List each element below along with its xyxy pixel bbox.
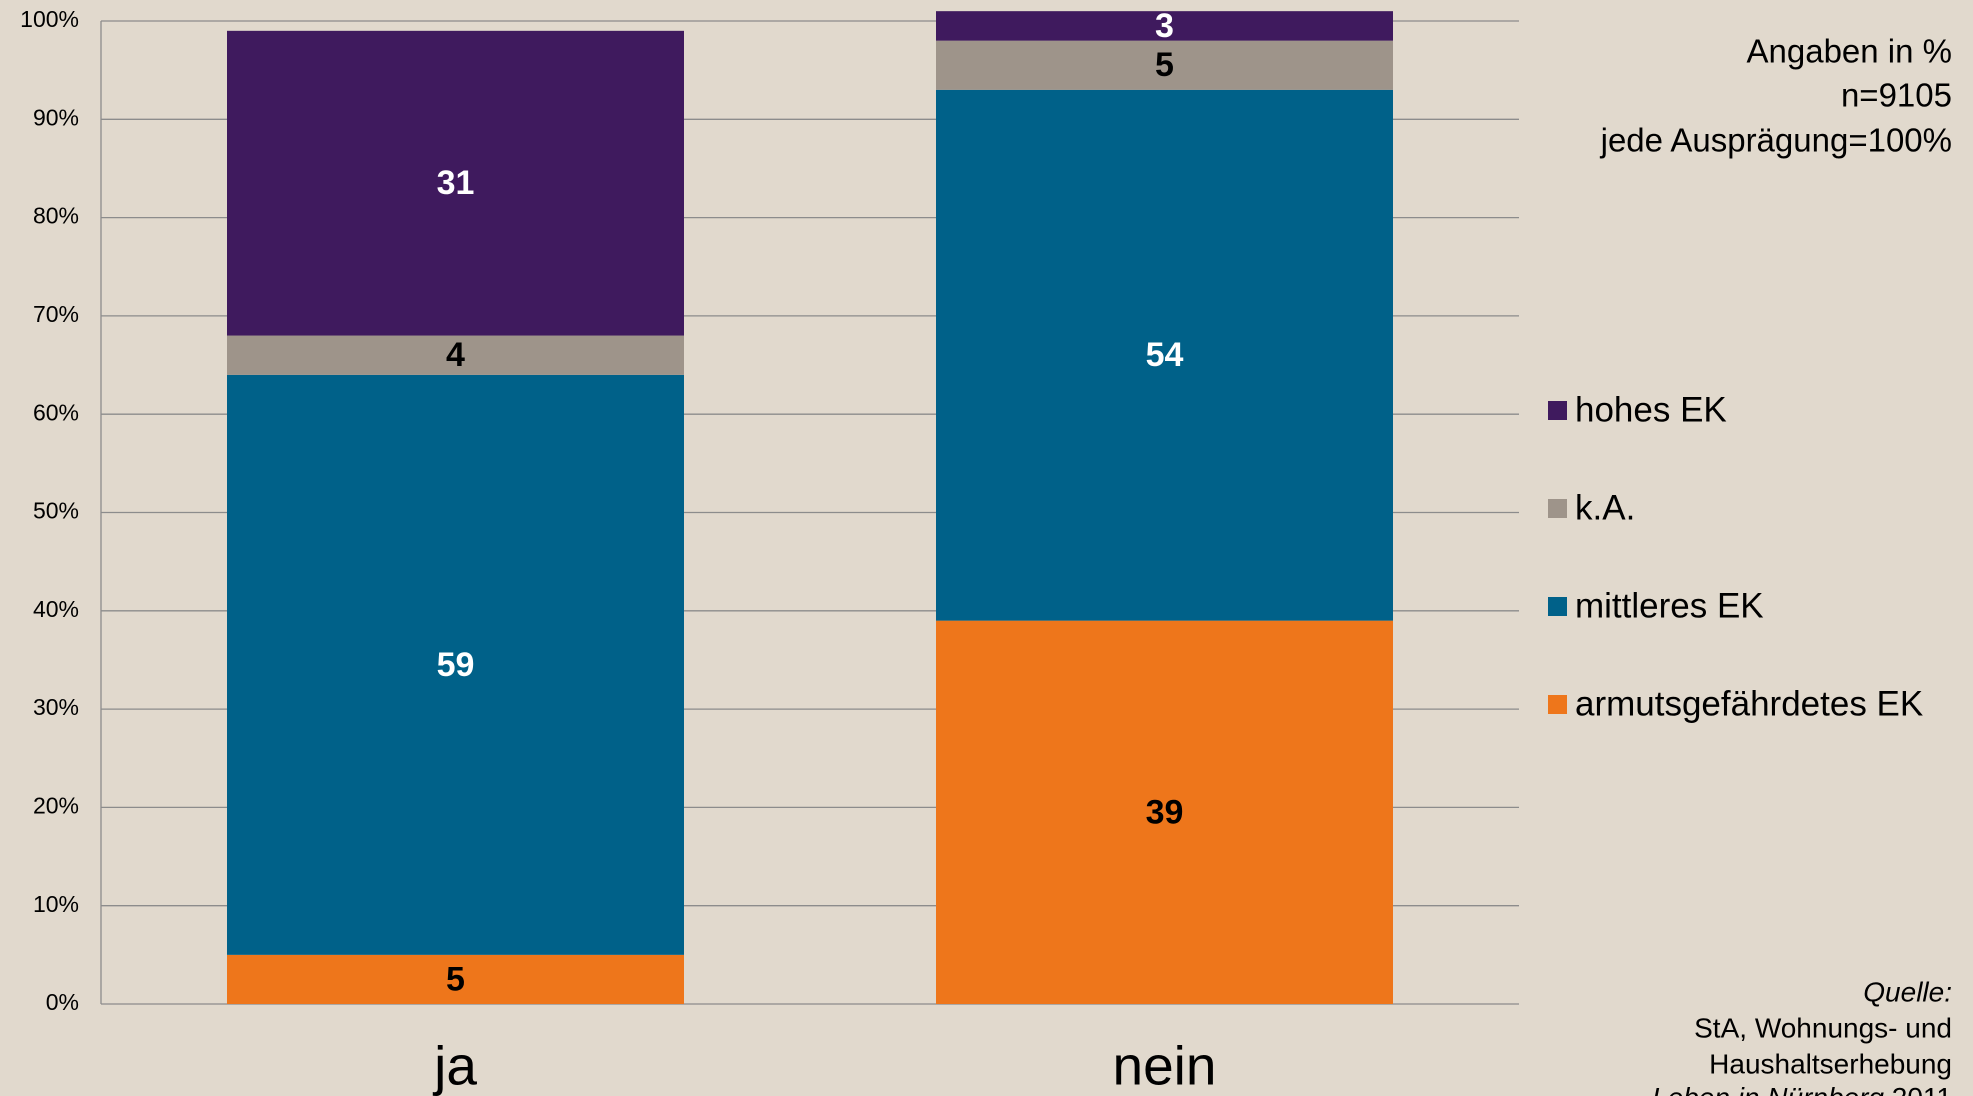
y-tick-label: 10% [33,891,79,917]
bar-segment [227,374,684,955]
data-label: 5 [1155,46,1174,84]
annotation: n=9105 [1841,77,1952,114]
source-line: StA, Wohnungs- und [1694,1012,1952,1043]
y-tick-label: 0% [46,989,79,1015]
bar-segment [936,40,1393,90]
data-label: 59 [437,646,475,684]
legend-label: hohes EK [1575,390,1727,429]
source-heading: Quelle: [1863,976,1952,1007]
y-tick-label: 40% [33,596,79,622]
data-label: 4 [446,336,465,374]
data-label: 54 [1146,336,1184,374]
y-tick-label: 70% [33,301,79,327]
y-tick-label: 20% [33,792,79,818]
legend-label: mittleres EK [1575,586,1764,625]
legend-label: armutsgefährdetes EK [1575,684,1923,723]
annotation: jede Ausprägung=100% [1600,122,1952,159]
x-tick-label: ja [432,1035,477,1096]
y-tick-label: 30% [33,694,79,720]
legend-swatch [1548,401,1567,420]
data-label: 3 [1155,7,1174,45]
y-tick-label: 80% [33,203,79,229]
bar-segment [227,954,684,1004]
source-line: Haushaltserhebung [1709,1048,1952,1079]
data-label: 31 [437,164,475,202]
source-year: 2011 [1892,1082,1952,1096]
legend-swatch [1548,597,1567,616]
x-tick-label: nein [1113,1035,1217,1096]
y-tick-label: 60% [33,399,79,425]
annotation: Angaben in % [1747,33,1953,70]
bar-segment [936,89,1393,621]
source-line: Leben in Nürnberg 2011 [1652,1082,1952,1096]
legend-swatch [1548,695,1567,714]
y-tick-label: 50% [33,498,79,524]
data-label: 39 [1146,793,1184,831]
legend-swatch [1548,499,1567,518]
legend-label: k.A. [1575,488,1635,527]
bar-segment [936,11,1393,41]
bar-segment [227,30,684,336]
source-italic: Leben in Nürnberg [1652,1082,1884,1096]
data-label: 5 [446,960,465,998]
bar-segment [227,335,684,375]
y-tick-label: 90% [33,104,79,130]
bar-segment [936,620,1393,1004]
y-tick-label: 100% [20,6,79,32]
